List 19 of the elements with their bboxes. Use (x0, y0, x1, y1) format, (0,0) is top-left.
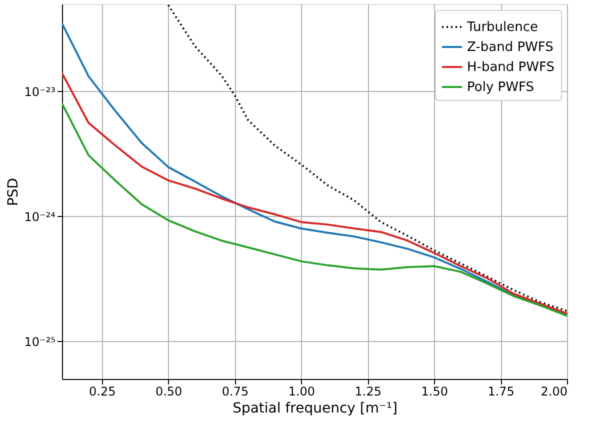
line-series (167, 4, 567, 312)
x-axis-title: Spatial frequency [m⁻¹] (232, 400, 398, 416)
x-tick-label: 0.75 (222, 384, 249, 398)
x-tick-label: 1.75 (488, 384, 514, 398)
x-tick-label: 1.00 (288, 384, 316, 398)
x-tick-label: 0.50 (155, 384, 182, 398)
legend-label: Poly PWFS (467, 80, 534, 95)
line-series (62, 22, 567, 315)
legend-label: Z-band PWFS (467, 40, 554, 55)
x-tick-label: 2.00 (540, 384, 568, 398)
y-axis-title: PSD (5, 178, 22, 206)
x-tick-label: 0.25 (89, 384, 116, 398)
legend-label: H-band PWFS (467, 60, 555, 75)
x-tick-label: 1.25 (354, 384, 382, 398)
legend-label: Turbulence (466, 20, 538, 35)
y-tick-label: 10⁻²⁴ (24, 210, 56, 224)
y-tick-label: 10⁻²³ (24, 84, 56, 99)
y-tick-label: 10⁻²⁵ (24, 334, 56, 349)
x-tick-label: 1.50 (421, 384, 448, 398)
